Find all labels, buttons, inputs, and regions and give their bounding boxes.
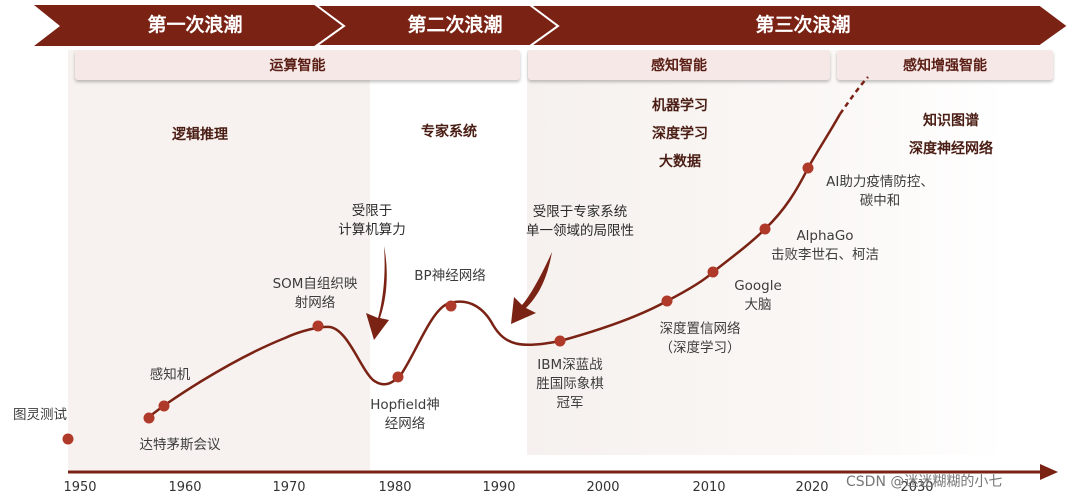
decline-arrow-compute: [366, 246, 389, 340]
milestone-bp: BP神经网络: [414, 268, 486, 284]
note-compute-limit: 受限于 计算机算力: [338, 203, 406, 238]
phase-computing-intelligence: 运算智能: [75, 50, 520, 80]
wave-label-3: 第三次浪潮: [755, 14, 851, 36]
point-hopfield: [392, 371, 404, 383]
milestone-google-brain: Google 大脑: [734, 278, 782, 313]
wave-arrow-1: [34, 5, 356, 46]
time-axis-arrowhead: [1040, 464, 1058, 480]
year-1960: 1960: [168, 480, 202, 495]
point-ai-pandemic: [802, 162, 814, 174]
milestone-dartmouth: 达特茅斯会议: [139, 437, 221, 453]
milestone-dbn: 深度置信网络 （深度学习）: [659, 321, 741, 356]
year-2010: 2010: [692, 480, 726, 495]
milestone-hopfield: Hopfield神 经网络: [370, 397, 440, 432]
point-dbn: [661, 295, 673, 307]
topic-machine-learning: 机器学习: [652, 98, 708, 114]
topic-logic-reasoning: 逻辑推理: [172, 127, 228, 143]
phase-perceptual-intelligence: 感知智能: [528, 50, 830, 80]
note-expert-limit: 受限于专家系统 单一领域的局限性: [526, 204, 634, 239]
milestone-deep-blue: IBM深蓝战 胜国际象棋 冠军: [536, 357, 604, 411]
point-alphago: [759, 223, 771, 235]
milestone-turing-test: 图灵测试: [13, 407, 67, 423]
point-som: [312, 320, 324, 332]
wave-label-1: 第一次浪潮: [147, 14, 243, 36]
future-dashed-curve: [838, 76, 869, 115]
milestone-som: SOM自组织映 射网络: [272, 276, 358, 311]
point-perceptron: [158, 400, 170, 412]
phase-enhanced-perceptual-intelligence: 感知增强智能: [837, 50, 1053, 80]
milestone-ai-pandemic: AI助力疫情防控、 碳中和: [826, 174, 934, 209]
milestone-alphago: AlphaGo 击败李世石、柯洁: [771, 228, 879, 263]
topic-deep-neural-network: 深度神经网络: [909, 141, 993, 157]
point-deep-blue: [554, 335, 566, 347]
year-1990: 1990: [482, 480, 516, 495]
wave-label-2: 第二次浪潮: [407, 14, 503, 36]
topic-big-data: 大数据: [659, 154, 701, 170]
point-turing-test: [62, 433, 74, 445]
wave-banner: [34, 4, 1070, 47]
year-1980: 1980: [378, 480, 412, 495]
milestone-perceptron: 感知机: [149, 367, 191, 383]
third-wave-background: [527, 50, 1007, 455]
year-2000: 2000: [586, 480, 620, 495]
year-1970: 1970: [272, 480, 306, 495]
decline-arrow-expert: [511, 252, 552, 324]
year-2020: 2020: [795, 480, 829, 495]
first-wave-background: [68, 50, 370, 470]
watermark: CSDN @迷迷糊糊的小七: [846, 474, 1003, 490]
year-1950: 1950: [63, 480, 97, 495]
development-curve: [147, 113, 842, 419]
point-bp: [445, 300, 457, 312]
wave-arrow-3: [526, 4, 1070, 47]
topic-expert-system: 专家系统: [421, 124, 477, 140]
topic-deep-learning: 深度学习: [652, 126, 708, 142]
year-2030: 2030: [900, 480, 934, 495]
topic-knowledge-graph: 知识图谱: [923, 113, 979, 129]
point-google-brain: [707, 266, 719, 278]
point-dartmouth: [143, 412, 155, 424]
